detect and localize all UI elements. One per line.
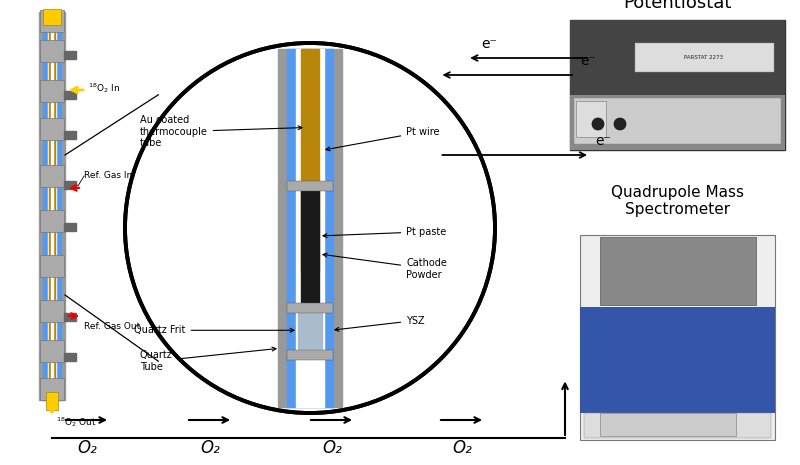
Text: Cathode
Powder: Cathode Powder bbox=[323, 253, 447, 279]
Bar bbox=[298, 307, 322, 353]
Bar bbox=[301, 48, 319, 271]
Text: O₂: O₂ bbox=[452, 439, 472, 457]
Text: Quartz Frit: Quartz Frit bbox=[134, 326, 294, 335]
Bar bbox=[287, 48, 333, 407]
Text: Potentiostat: Potentiostat bbox=[623, 0, 732, 12]
Bar bbox=[64, 51, 76, 59]
Bar bbox=[574, 98, 781, 144]
Bar bbox=[64, 91, 76, 99]
Bar bbox=[40, 210, 64, 232]
Circle shape bbox=[614, 118, 626, 130]
Bar bbox=[576, 100, 606, 137]
Bar bbox=[296, 48, 324, 407]
Bar bbox=[287, 181, 333, 191]
Bar bbox=[634, 43, 774, 72]
Text: O₂: O₂ bbox=[77, 439, 97, 457]
Bar bbox=[40, 165, 64, 187]
Bar bbox=[64, 353, 76, 361]
Circle shape bbox=[125, 43, 495, 413]
Bar bbox=[599, 413, 736, 436]
Bar bbox=[48, 12, 56, 400]
Text: Au coated
thermocouple
tube: Au coated thermocouple tube bbox=[140, 115, 302, 148]
Text: e⁻: e⁻ bbox=[595, 134, 611, 148]
Text: O₂: O₂ bbox=[200, 439, 220, 457]
Bar bbox=[278, 48, 342, 407]
Text: O₂: O₂ bbox=[322, 439, 342, 457]
Bar bbox=[49, 12, 55, 400]
Text: Ref. Gas In: Ref. Gas In bbox=[84, 171, 132, 179]
Bar bbox=[40, 10, 64, 32]
Text: Pt paste: Pt paste bbox=[323, 227, 446, 238]
Bar bbox=[64, 313, 76, 321]
Bar bbox=[599, 237, 755, 305]
Bar bbox=[64, 181, 76, 189]
Bar bbox=[43, 12, 61, 400]
Text: PARSTAT 2273: PARSTAT 2273 bbox=[684, 55, 723, 60]
Bar bbox=[570, 95, 785, 150]
Bar bbox=[301, 185, 319, 307]
Circle shape bbox=[592, 118, 604, 130]
Bar bbox=[287, 350, 333, 359]
Text: e⁻: e⁻ bbox=[482, 37, 498, 51]
Text: $^{18}$O$_2$ In: $^{18}$O$_2$ In bbox=[88, 81, 120, 95]
Text: Ref. Gas Out: Ref. Gas Out bbox=[84, 321, 140, 331]
Bar bbox=[43, 9, 61, 25]
Bar bbox=[40, 300, 64, 322]
Text: e⁻: e⁻ bbox=[580, 54, 596, 68]
Bar bbox=[46, 392, 58, 410]
Bar bbox=[64, 131, 76, 139]
Text: Pt wire: Pt wire bbox=[326, 127, 440, 151]
Bar bbox=[287, 303, 333, 313]
Bar bbox=[51, 12, 53, 400]
Bar bbox=[40, 40, 64, 62]
Text: Quartz
Tube: Quartz Tube bbox=[140, 347, 276, 372]
Text: $^{18}$O$_2$ Out: $^{18}$O$_2$ Out bbox=[56, 415, 97, 429]
Bar bbox=[40, 340, 64, 362]
Bar bbox=[570, 20, 785, 150]
Bar bbox=[40, 255, 64, 277]
Text: Quadrupole Mass
Spectrometer: Quadrupole Mass Spectrometer bbox=[611, 185, 744, 217]
Bar bbox=[580, 235, 775, 440]
Bar bbox=[40, 118, 64, 140]
Bar bbox=[40, 80, 64, 102]
Bar bbox=[39, 12, 65, 400]
Bar bbox=[584, 413, 771, 438]
Text: YSZ: YSZ bbox=[335, 315, 425, 331]
Bar bbox=[64, 223, 76, 231]
Bar bbox=[570, 20, 785, 95]
Bar bbox=[40, 378, 64, 400]
Bar bbox=[580, 307, 775, 413]
